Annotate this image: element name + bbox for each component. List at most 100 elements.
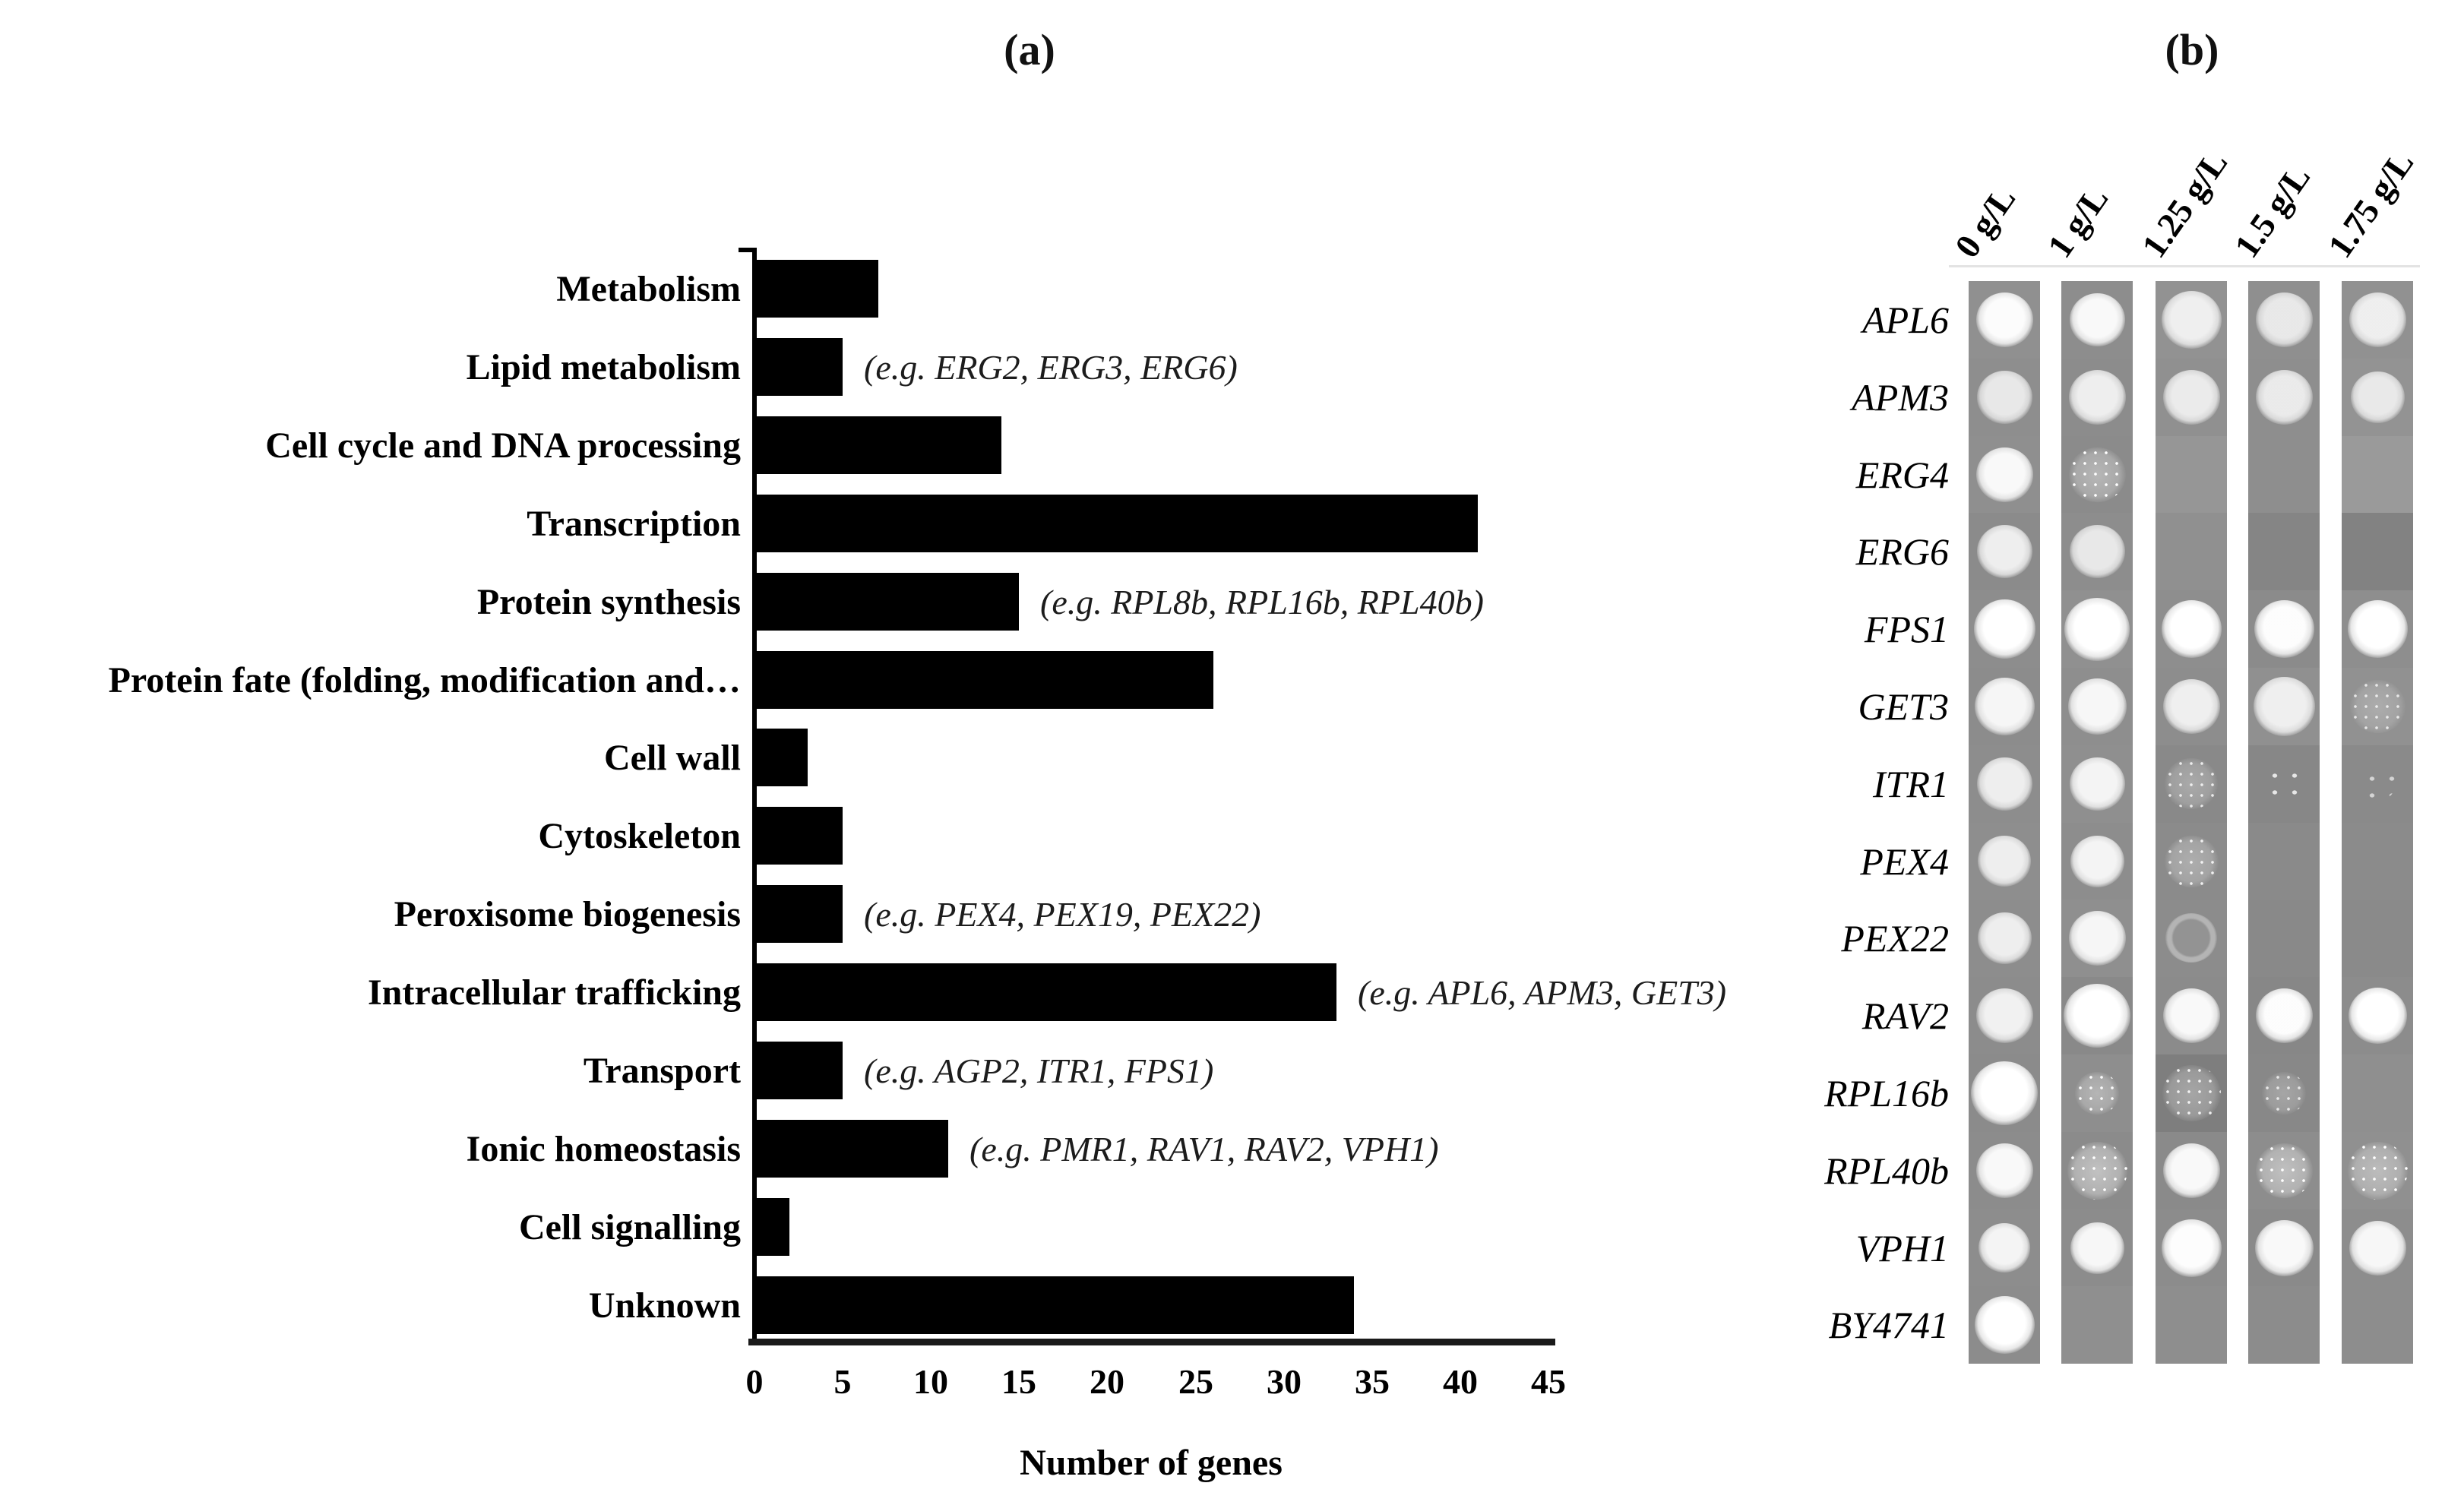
assay-row-label: ITR1 [1873,763,1949,805]
bar-annotation: (e.g. RPL8b, RPL16b, RPL40b) [1040,582,1484,621]
bar-category-label: Unknown [588,1285,741,1326]
assay-cell [1969,359,2040,436]
bar-annotation: (e.g. APL6, APM3, GET3) [1358,972,1727,1012]
colony-spot [2163,370,2220,425]
colony-spot [2351,372,2405,423]
colony-spot [1977,757,2032,811]
colony-spot [1978,912,2032,964]
x-tick-label: 40 [1443,1362,1478,1401]
colony-spot [2165,758,2218,809]
panel-b-label: (b) [2165,25,2219,74]
assay-cell [2342,513,2413,590]
assay-column-header: 0 g/L [1947,179,2023,265]
assay-cell [2248,1286,2320,1364]
assay-cell [2156,1286,2227,1364]
colony-spot [1977,525,2032,578]
bar [754,573,1019,631]
bar [754,338,843,396]
colony-spot [2162,600,2222,658]
assay-cell [2248,823,2320,900]
colony-spot [2162,1219,2222,1277]
x-axis-line [748,1339,1555,1345]
x-tick-label: 20 [1090,1362,1124,1401]
assay-cell [2248,1132,2320,1209]
bar [754,963,1336,1021]
bar-annotation: (e.g. ERG2, ERG3, ERG6) [864,347,1238,387]
x-axis-title: Number of genes [1020,1443,1283,1483]
bar-category-label: Protein synthesis [476,581,741,622]
assay-row-label: RPL16b [1824,1072,1949,1115]
bar-category-label: Cell cycle and DNA processing [265,425,741,466]
colony-spot [2254,677,2315,736]
colony-spot [1978,1223,2030,1273]
assay-cell [2248,359,2320,436]
assay-row-label: BY4741 [1828,1304,1949,1346]
assay-cell [2248,668,2320,745]
bar-category-label: Ionic homeostasis [466,1128,741,1169]
assay-cell [2248,900,2320,977]
colony-spot [2163,988,2220,1043]
bar [754,885,843,943]
colony-spot [1974,599,2035,659]
bar [754,416,1001,474]
assay-row-label: RAV2 [1861,994,1949,1037]
assay-cell [2248,590,2320,668]
colony-spot [2070,1222,2124,1274]
assay-cell [2061,900,2133,977]
assay-row-label: RPL40b [1824,1149,1949,1192]
colony-spot [2256,1143,2313,1198]
bar [754,1042,843,1099]
assay-cell [2342,823,2413,900]
colony-spot [2069,911,2126,966]
assay-cell [2061,745,2133,823]
x-tick-label: 10 [913,1362,948,1401]
colony-spot [2070,525,2125,578]
colony-spot [2349,292,2406,347]
assay-row-label: PEX22 [1841,917,1949,960]
assay-cell [2248,1209,2320,1287]
assay-row-label: APL6 [1862,299,1949,341]
assay-cell [2156,823,2227,900]
bar [754,651,1213,709]
assay-cell [1969,436,2040,514]
assay-column-header: 1 g/L [2039,179,2116,265]
bar [754,1276,1354,1334]
colony-spot [2349,988,2407,1044]
assay-cell [1969,281,2040,359]
bar [754,495,1478,552]
assay-cell [2156,1132,2227,1209]
bar-category-label: Metabolism [556,268,741,309]
assay-cell [1969,1054,2040,1132]
colony-spot [2348,600,2408,658]
assay-cell [2061,1054,2133,1132]
assay-row-label: VPH1 [1855,1227,1949,1269]
assay-cell [2248,436,2320,514]
assay-cell [2156,590,2227,668]
assay-cell [2342,1209,2413,1287]
assay-column-header: 1.25 g/L [2133,144,2235,265]
bar [754,807,843,865]
y-axis-top-tick [739,248,757,252]
assay-cell [2061,590,2133,668]
assay-row-label: GET3 [1858,685,1949,728]
colony-spot [2256,988,2313,1043]
assay-cell [2156,436,2227,514]
colony-spot [2070,836,2124,887]
bar-category-label: Intracellular trafficking [367,972,741,1013]
bar-category-label: Transcription [527,503,741,544]
colony-spot [2069,447,2126,502]
assay-cell [2342,1132,2413,1209]
assay-cell [1969,823,2040,900]
assay-cell [2156,745,2227,823]
assay-column-header: 1.5 g/L [2226,158,2318,265]
assay-cell [1969,1209,2040,1287]
colony-spot [2064,984,2130,1048]
bar-category-label: Peroxisome biogenesis [394,893,741,934]
colony-spot [2165,836,2219,887]
assay-cell [1969,745,2040,823]
assay-row-label: ERG4 [1855,454,1949,496]
assay-top-rule [1949,265,2420,267]
assay-cell [2061,281,2133,359]
assay-row-label: ERG6 [1855,530,1949,573]
colony-spot [2069,370,2126,425]
